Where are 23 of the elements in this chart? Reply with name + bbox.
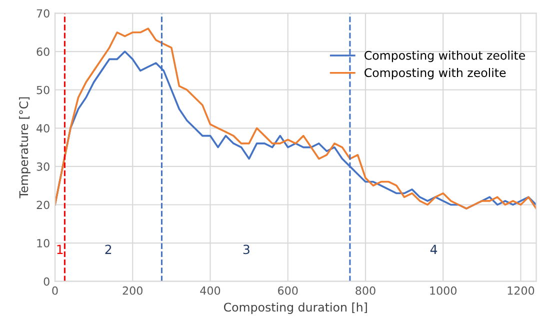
- y-tick-label: 10: [37, 239, 50, 248]
- annotation: 1: [57, 244, 63, 254]
- y-tick-label: 50: [36, 86, 50, 94]
- y-tick-label: 20: [36, 200, 50, 210]
- legend-label: Composting without zeolite: [364, 50, 525, 62]
- annotation: 3: [243, 244, 250, 254]
- y-tick-label: 0: [44, 277, 50, 286]
- x-tick-label: 1000: [430, 286, 457, 295]
- x-tick-label: 600: [278, 286, 298, 295]
- x-tick-label: 0: [52, 286, 58, 295]
- annotation: 4: [430, 244, 438, 254]
- legend-label: Composting with zeolite: [364, 68, 506, 80]
- x-tick-label: 1200: [508, 286, 534, 295]
- y-tick-label: 40: [36, 124, 50, 133]
- x-tick-label: 400: [200, 286, 220, 295]
- x-tick-label: 200: [122, 286, 142, 295]
- y-tick-label: 60: [36, 48, 50, 56]
- x-axis-title: Composting duration [h]: [224, 302, 367, 314]
- y-tick-label: 70: [36, 9, 50, 18]
- y-axis-title: Temperature [°C]: [19, 97, 30, 198]
- y-tick-label: 30: [36, 162, 50, 171]
- annotation: 2: [105, 244, 112, 254]
- x-tick-label: 800: [356, 286, 376, 295]
